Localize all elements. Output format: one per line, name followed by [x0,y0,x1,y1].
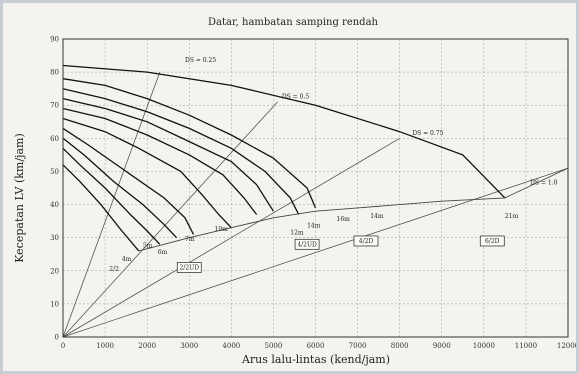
annotation-label: DS = 0.5 [282,94,309,101]
road-type-box [353,235,379,247]
y-tick-label: 60 [50,135,59,143]
speed-flow-curve [62,137,178,239]
annotation-label: DS = 0.75 [412,130,443,137]
x-tick-label: 10000 [473,342,495,350]
x-tick-label: 3000 [180,342,198,350]
ds-line [62,167,569,338]
road-type-label: 4/2D [359,238,374,245]
x-tick-label: 4000 [222,342,240,350]
annotation-label: 16m [337,216,351,223]
x-tick-label: 9000 [433,342,451,350]
y-tick-label: 40 [50,201,59,209]
annotation-label: 21m [505,213,519,220]
x-tick-label: 8000 [391,342,409,350]
chart-title: Datar, hambatan samping rendah [208,17,379,28]
x-tick-label: 6000 [307,342,325,350]
road-type-box [479,235,505,247]
speed-flow-curve [62,127,195,235]
y-tick-label: 0 [55,334,59,342]
road-type-box [294,238,320,250]
annotation-label: 6m [158,249,168,256]
y-axis-label: Kecepatan LV (km/jam) [13,133,26,263]
road-type-label: 2/2UD [179,264,199,271]
x-tick-label: 7000 [349,342,367,350]
annotations: DS = 0.25 DS = 0.5 DS = 0.75 DS = 1.0 2/24m 5… [109,57,558,273]
ds-line [62,71,161,338]
speed-flow-curve [62,88,300,215]
y-tick-label: 80 [50,69,59,77]
x-tick-label: 11000 [515,342,537,350]
annotation-label: DS = 1.0 [530,180,557,187]
ds-line [62,137,400,338]
speed-flow-curve [62,117,232,229]
x-axis-label: Arus lalu-lintas (kend/jam) [241,353,390,366]
annotation-label: 2/2 [109,266,119,273]
y-tick-label: 50 [50,168,59,176]
speed-flow-curve [62,107,258,215]
x-tick-label: 1000 [96,342,114,350]
plot-border [62,38,569,338]
annotation-label: 7m [185,236,195,243]
speed-flow-curve [62,78,317,209]
speed-flow-curve [62,64,506,199]
capacity-line [138,167,569,252]
annotation-label: 12m [290,229,304,236]
series-lines [62,64,506,252]
road-type-label: 4/2UD [297,241,317,248]
annotation-label: DS = 0.25 [185,57,216,64]
x-tick-label: 2000 [138,342,156,350]
y-tick-label: 70 [50,102,59,110]
annotation-label: 10m [215,226,229,233]
y-tick-label: 30 [50,234,59,242]
speed-flow-curve [62,97,274,212]
y-tick-label: 20 [50,267,59,275]
road-type-box [176,262,202,273]
annotation-label: 4m [122,256,132,263]
road-type-label: 6/2D [485,238,500,245]
y-tick-label: 90 [50,36,59,44]
speed-flow-curve [62,147,161,245]
chart: Datar, hambatan samping rendah 0 1000 2000… [13,17,576,366]
annotation-label: 5m [143,243,153,250]
ds-line [62,101,278,338]
x-tick-label: 5000 [265,342,283,350]
annotation-label: 14m [307,223,321,230]
x-tick-label: 0 [61,342,65,350]
tick-labels: 0 1000 2000 3000 4000 5000 6000 7000 8000 9000 100… [50,36,576,351]
capacity-line-group [138,167,569,252]
speed-flow-curve [62,164,140,252]
y-tick-label: 10 [50,300,59,308]
annotation-label: 14m [370,213,384,220]
